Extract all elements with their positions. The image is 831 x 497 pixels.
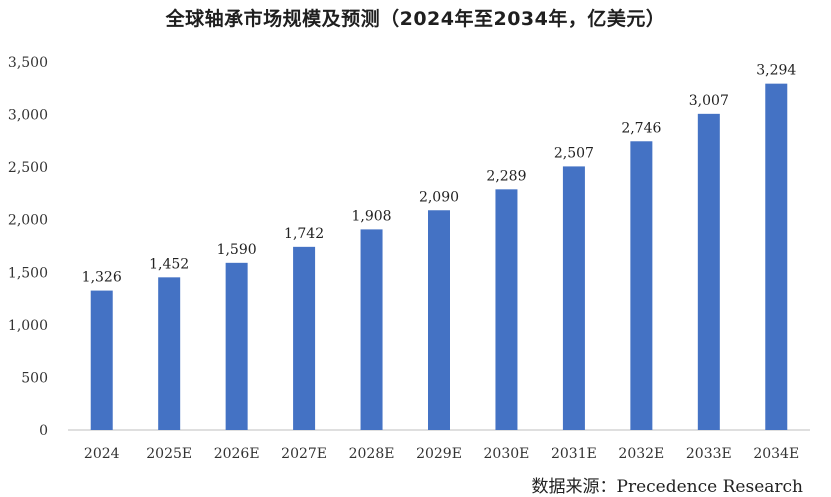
bar — [428, 210, 450, 430]
bar — [158, 277, 181, 430]
bar — [765, 83, 788, 431]
x-tick-label: 2033E — [686, 446, 732, 462]
x-tick-label: 2029E — [416, 446, 462, 462]
bar-value-label: 1,908 — [351, 208, 391, 224]
bar — [293, 246, 316, 430]
x-tick-label: 2028E — [349, 446, 395, 462]
bar — [360, 229, 383, 430]
bar-value-label: 2,090 — [419, 189, 459, 205]
y-tick-label: 500 — [21, 370, 48, 386]
x-tick-label: 2027E — [281, 446, 327, 462]
y-tick-label: 3,500 — [8, 55, 48, 71]
bar — [225, 262, 248, 430]
bar-value-label: 2,746 — [621, 120, 661, 136]
bar-value-label: 3,007 — [689, 93, 729, 109]
y-tick-label: 0 — [39, 423, 48, 439]
x-tick-label: 2032E — [618, 446, 664, 462]
y-tick-label: 1,000 — [8, 318, 48, 334]
bar — [495, 189, 518, 430]
chart-title: 全球轴承市场规模及预测（2024年至2034年，亿美元） — [165, 8, 666, 30]
bar — [630, 141, 653, 430]
bar-value-label: 2,289 — [486, 168, 526, 184]
bar-value-label: 1,742 — [284, 226, 324, 242]
x-tick-label: 2025E — [146, 446, 192, 462]
y-tick-label: 2,500 — [8, 160, 48, 176]
bar-value-label: 3,294 — [756, 63, 796, 79]
x-tick-label: 2024 — [84, 446, 120, 462]
x-tick-label: 2031E — [551, 446, 597, 462]
bar-value-label: 1,590 — [217, 242, 257, 258]
y-tick-label: 3,000 — [8, 108, 48, 124]
y-tick-label: 2,000 — [8, 213, 48, 229]
x-tick-label: 2026E — [214, 446, 260, 462]
bar-value-label: 2,507 — [554, 145, 594, 161]
y-tick-label: 1,500 — [8, 265, 48, 281]
x-tick-label: 2034E — [753, 446, 799, 462]
source-note: 数据来源：Precedence Research — [531, 477, 803, 497]
bar — [562, 166, 585, 430]
bar — [697, 113, 720, 431]
bar — [90, 290, 113, 430]
bar-value-label: 1,326 — [82, 270, 122, 286]
x-tick-label: 2030E — [484, 446, 530, 462]
bar-value-label: 1,452 — [149, 256, 189, 272]
